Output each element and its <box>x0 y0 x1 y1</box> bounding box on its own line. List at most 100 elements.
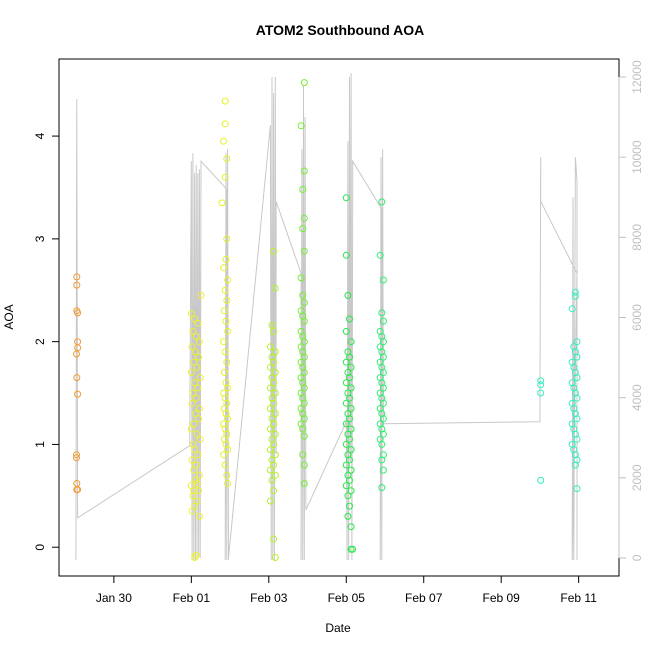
aoa-point <box>268 321 276 329</box>
aoa-point <box>194 451 202 459</box>
aoa-point <box>221 461 229 469</box>
aoa-point <box>270 461 278 469</box>
aoa-point <box>342 194 350 202</box>
aoa-point <box>299 291 307 299</box>
aoa-point <box>342 482 350 490</box>
aoa-point <box>270 327 278 335</box>
aoa-point <box>379 276 387 284</box>
x-axis-tick-label: Feb 03 <box>250 591 288 605</box>
aoa-point <box>571 292 579 300</box>
aoa-point <box>573 415 581 423</box>
x-axis-tick-label: Feb 07 <box>405 591 443 605</box>
aoa-point <box>196 374 204 382</box>
aoa-point <box>191 446 199 454</box>
x-axis-tick-label: Feb 09 <box>483 591 521 605</box>
aoa-point <box>192 333 200 340</box>
aoa-point <box>378 440 386 448</box>
chart-title: ATOM2 Southbound AOA <box>256 22 425 38</box>
aoa-point <box>188 507 196 515</box>
aoa-points-layer <box>73 79 581 561</box>
aoa-point <box>193 480 201 487</box>
y2-axis-tick-label: 6000 <box>630 304 644 331</box>
aoa-point <box>189 492 197 500</box>
aoa-point <box>194 384 202 392</box>
aoa-point <box>300 247 308 255</box>
aoa-point <box>573 394 581 402</box>
aoa-point <box>537 381 545 389</box>
aoa-point <box>342 399 350 407</box>
aoa-point <box>271 471 279 479</box>
aoa-point <box>342 379 350 387</box>
aoa-point <box>379 399 387 407</box>
aoa-point <box>300 480 308 487</box>
aoa-point <box>346 456 353 464</box>
aoa-point <box>270 487 278 495</box>
axes-layer: Jan 30 Feb 01 Feb 03 Feb 05 Feb 07 Feb 09 Feb … <box>33 58 644 605</box>
aoa-point <box>191 348 199 356</box>
aoa-point <box>346 394 353 402</box>
aoa-point <box>73 454 80 462</box>
aoa-point <box>195 338 203 346</box>
aoa-point <box>346 415 353 423</box>
aoa-point <box>220 369 228 376</box>
aoa-point <box>346 315 353 323</box>
aoa-point <box>270 247 278 255</box>
aoa-point <box>300 384 308 392</box>
aoa-point <box>347 466 355 474</box>
y2-axis-tick-label: 8000 <box>630 224 644 251</box>
aoa-point <box>537 389 545 397</box>
aoa-point <box>195 353 203 361</box>
aoa-point <box>218 199 226 207</box>
aoa-point <box>195 512 203 520</box>
y-axis-tick-label: 0 <box>33 544 47 551</box>
aoa-point <box>271 348 279 356</box>
aoa-point <box>300 415 308 423</box>
aoa-point <box>266 497 274 505</box>
aoa-point <box>190 466 198 474</box>
aoa-point <box>223 235 231 243</box>
aoa-point <box>190 358 198 366</box>
aoa-point <box>271 369 279 376</box>
aoa-point <box>270 440 278 448</box>
aoa-point <box>300 317 308 325</box>
aoa-point <box>73 350 80 358</box>
aoa-point <box>299 451 307 459</box>
aoa-point <box>271 389 279 397</box>
aoa-point <box>266 405 274 412</box>
aoa-point <box>222 317 230 325</box>
aoa-point <box>189 389 197 397</box>
aoa-point <box>342 461 350 469</box>
aoa-point <box>271 554 279 561</box>
aoa-point <box>379 369 387 376</box>
aoa-point <box>300 214 308 222</box>
y2-axis-tick-label: 2000 <box>630 464 644 491</box>
aoa-point <box>379 384 387 392</box>
aoa-point <box>379 353 387 361</box>
aoa-point <box>347 523 355 531</box>
aoa-point <box>220 451 228 459</box>
aoa-point <box>221 173 229 181</box>
aoa-point <box>378 484 386 492</box>
aoa-point <box>571 461 579 469</box>
aoa-point <box>297 274 305 282</box>
aoa-point <box>193 363 201 371</box>
aoa-point <box>187 425 195 433</box>
x-axis-tick-label: Jan 30 <box>96 591 132 605</box>
aoa-point <box>300 369 308 376</box>
aoa-point <box>342 251 350 259</box>
aoa-point <box>300 461 308 469</box>
aoa-point <box>190 487 198 495</box>
aoa-point <box>342 440 350 448</box>
aoa-point <box>270 399 278 407</box>
aoa-point <box>220 264 228 272</box>
aoa-point <box>221 97 229 105</box>
y2-axis-tick-label: 10000 <box>630 140 644 174</box>
aoa-point <box>346 435 353 443</box>
aoa-point <box>300 167 308 175</box>
aoa-point <box>344 291 352 299</box>
aoa-point <box>300 299 308 307</box>
aoa-point <box>74 390 82 398</box>
aoa-point <box>379 338 387 346</box>
aoa-point <box>220 137 228 145</box>
